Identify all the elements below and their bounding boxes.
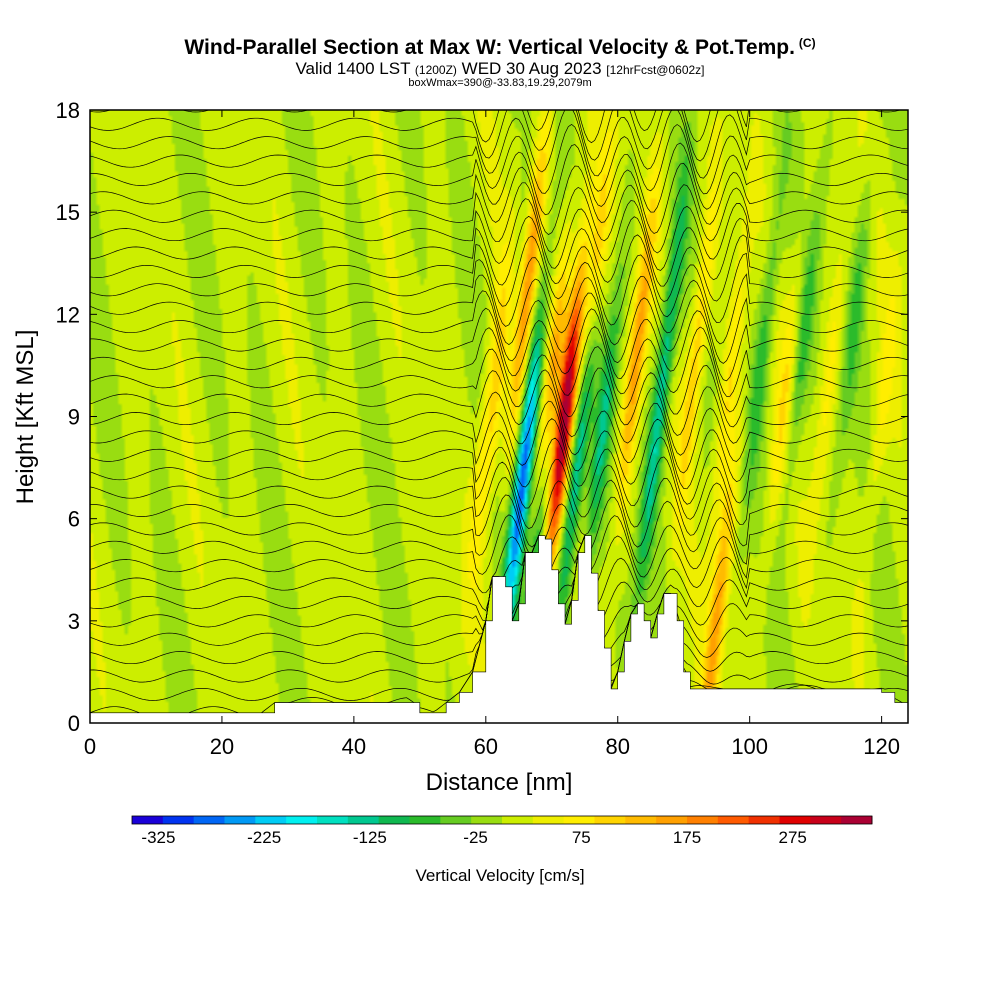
theta-contour xyxy=(90,198,908,271)
potential-temperature-contours xyxy=(90,110,908,714)
colorbar-swatch xyxy=(193,816,225,824)
colorbar: -325 -225 -125 -25 75 175 275 xyxy=(131,815,873,847)
theta-contour xyxy=(90,477,908,548)
colorbar-swatch xyxy=(748,816,780,824)
theta-contour xyxy=(90,436,908,509)
theta-contour xyxy=(90,418,908,490)
title-unit: (C) xyxy=(798,36,816,50)
chart-annotation: boxWmax=390@-33.83,19.29,2079m xyxy=(408,77,592,89)
y-tick-label: 15 xyxy=(56,200,80,225)
chart-subtitle: Valid 1400 LST (1200Z) WED 30 Aug 2023 [… xyxy=(0,59,1000,79)
colorbar-swatch xyxy=(563,816,595,824)
colorbar-title: Vertical Velocity [cm/s] xyxy=(415,866,584,885)
y-tick-label: 12 xyxy=(56,302,80,327)
theta-contour xyxy=(90,110,908,162)
y-tick-label: 6 xyxy=(68,507,80,532)
x-tick-label: 100 xyxy=(731,734,768,759)
colorbar-swatch xyxy=(841,816,873,824)
x-tick-label: 120 xyxy=(863,734,900,759)
colorbar-label: -125 xyxy=(353,828,387,847)
colorbar-label: -325 xyxy=(141,828,175,847)
theta-contour xyxy=(90,273,908,346)
x-tick-label: 80 xyxy=(605,734,629,759)
theta-contour xyxy=(90,344,908,418)
theta-contour xyxy=(90,365,908,438)
theta-contour xyxy=(90,514,908,579)
theta-contour xyxy=(90,326,908,397)
colorbar-label: -225 xyxy=(247,828,281,847)
y-axis-label: Height [Kft MSL] xyxy=(12,330,39,505)
x-axis: 0 20 40 60 80 100 120 xyxy=(84,110,900,759)
colorbar-swatch xyxy=(656,816,688,824)
x-tick-label: 40 xyxy=(342,734,366,759)
colorbar-swatch xyxy=(286,816,318,824)
colorbar-swatch xyxy=(502,816,534,824)
colorbar-swatch xyxy=(378,816,410,824)
theta-contour xyxy=(90,252,908,327)
subtitle-valid: Valid 1400 LST xyxy=(295,59,411,78)
colorbar-swatch xyxy=(594,816,626,824)
y-axis: 0 3 6 9 12 15 18 xyxy=(56,98,908,736)
colorbar-swatch xyxy=(687,816,719,824)
colorbar-swatch xyxy=(347,816,380,824)
subtitle-date: WED 30 Aug 2023 xyxy=(461,59,602,78)
colorbar-swatch xyxy=(810,816,842,824)
colorbar-swatch xyxy=(440,816,472,824)
theta-contour xyxy=(90,384,908,456)
colorbar-swatch xyxy=(409,816,441,824)
theta-contour xyxy=(90,142,908,216)
colorbar-frame xyxy=(131,815,873,825)
x-tick-label: 20 xyxy=(210,734,234,759)
theta-contour xyxy=(90,290,908,364)
theta-contour xyxy=(90,234,908,307)
colorbar-swatch xyxy=(317,816,349,824)
theta-contour xyxy=(90,534,908,594)
colorbar-swatch xyxy=(625,816,657,824)
colorbar-swatch xyxy=(779,816,811,824)
colorbar-swatch xyxy=(162,816,195,824)
x-tick-label: 60 xyxy=(474,734,498,759)
subtitle-zulu: (1200Z) xyxy=(414,63,457,77)
theta-contour xyxy=(90,182,908,254)
colorbar-swatch xyxy=(532,816,565,824)
colorbar-swatch xyxy=(471,816,503,824)
colorbar-swatch xyxy=(717,816,750,824)
y-tick-label: 9 xyxy=(68,405,80,430)
theta-contour xyxy=(90,400,908,474)
theta-contour xyxy=(90,307,908,382)
theta-contour xyxy=(90,123,908,195)
subtitle-forecast: [12hrFcst@0602z] xyxy=(606,63,705,77)
chart-title: Wind-Parallel Section at Max W: Vertical… xyxy=(184,36,816,59)
colorbar-label: 75 xyxy=(572,828,591,847)
y-tick-label: 0 xyxy=(68,711,80,736)
theta-contour xyxy=(90,110,908,179)
theta-contour xyxy=(90,163,908,236)
colorbar-swatch xyxy=(224,816,256,824)
theta-contour xyxy=(90,215,908,287)
x-tick-label: 0 xyxy=(84,734,96,759)
y-tick-label: 18 xyxy=(56,98,80,123)
colorbar-label: 175 xyxy=(673,828,701,847)
theta-contour xyxy=(90,456,908,530)
colorbar-label: -25 xyxy=(463,828,488,847)
terrain-profile xyxy=(89,535,909,724)
y-tick-label: 3 xyxy=(68,609,80,634)
theta-contour xyxy=(90,494,908,565)
colorbar-swatch xyxy=(255,816,287,824)
colorbar-label: 275 xyxy=(779,828,807,847)
x-axis-label: Distance [nm] xyxy=(426,769,573,796)
colorbar-swatch xyxy=(132,816,164,824)
